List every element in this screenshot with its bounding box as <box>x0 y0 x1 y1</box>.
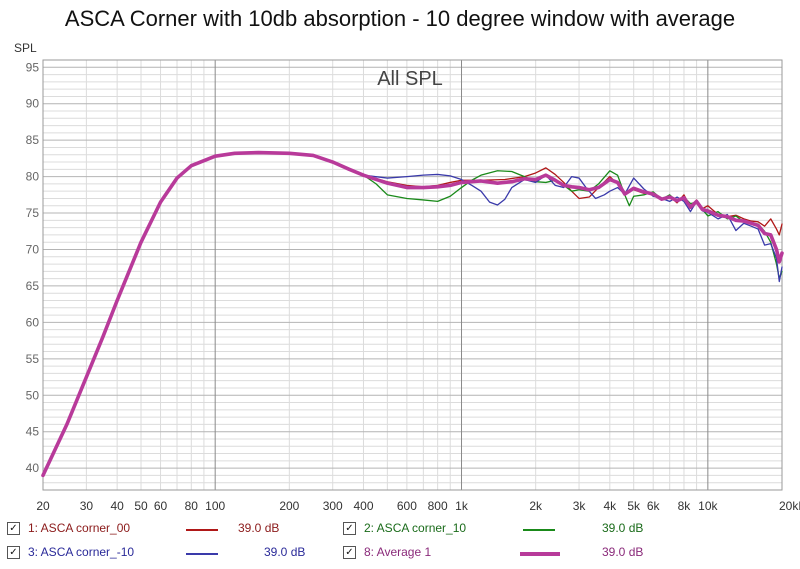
y-tick-labels: 40 45 50 55 60 65 70 75 80 85 90 95 <box>26 60 40 475</box>
x-tick-label: 300 <box>323 499 343 513</box>
x-tick-label: 20kHz <box>779 499 800 513</box>
legend-row: ✓ 3: ASCA corner_-10 39.0 dB ✓ 8: Averag… <box>0 545 800 563</box>
legend-checkbox[interactable]: ✓ <box>343 522 356 535</box>
series-layer <box>41 150 784 478</box>
legend-value: 39.0 dB <box>602 545 644 559</box>
x-tick-label: 6k <box>647 499 661 513</box>
x-tick-label: 8k <box>678 499 692 513</box>
x-tick-label: 50 <box>134 499 148 513</box>
x-tick-label: 30 <box>80 499 94 513</box>
y-tick-label: 55 <box>26 352 40 366</box>
legend-value: 39.0 dB <box>602 521 644 535</box>
legend-swatch <box>523 529 555 531</box>
legend-row: ✓ 1: ASCA corner_00 39.0 dB ✓ 2: ASCA co… <box>0 521 800 539</box>
legend-checkbox[interactable]: ✓ <box>343 546 356 559</box>
legend-checkbox[interactable]: ✓ <box>7 546 20 559</box>
legend-swatch <box>520 552 560 556</box>
x-tick-labels: 20 30 40 50 60 80 100 200 300 400 600 800 1k 2k 3k 4k 5k… <box>36 499 800 513</box>
plot-border <box>42 59 783 491</box>
x-tick-label: 800 <box>428 499 448 513</box>
x-tick-label: 20 <box>36 499 50 513</box>
y-tick-label: 85 <box>26 133 40 147</box>
y-tick-label: 80 <box>26 170 40 184</box>
x-tick-label: 80 <box>185 499 199 513</box>
x-tick-label: 2k <box>529 499 543 513</box>
grid-minor-lines <box>43 59 782 491</box>
legend-swatch <box>186 553 218 555</box>
y-tick-label: 75 <box>26 206 40 220</box>
grid-major-lines <box>43 60 782 490</box>
x-tick-label: 3k <box>573 499 587 513</box>
y-tick-label: 65 <box>26 279 40 293</box>
x-tick-label: 5k <box>627 499 641 513</box>
plot-inner-title: All SPL <box>377 68 443 90</box>
y-tick-label: 95 <box>26 60 40 74</box>
y-tick-label: 50 <box>26 388 40 402</box>
x-tick-label: 600 <box>397 499 417 513</box>
legend-label: 3: ASCA corner_-10 <box>28 545 135 559</box>
legend-value: 39.0 dB <box>264 545 306 559</box>
x-tick-label: 400 <box>353 499 373 513</box>
x-tick-label: 1k <box>455 499 469 513</box>
x-tick-label: 10k <box>698 499 718 513</box>
legend-swatch <box>186 529 218 531</box>
x-tick-label: 100 <box>205 499 225 513</box>
legend-label: 8: Average 1 <box>364 545 432 559</box>
y-tick-label: 70 <box>26 242 40 256</box>
y-tick-label: 45 <box>26 425 40 439</box>
y-tick-label: 60 <box>26 315 40 329</box>
x-tick-label: 200 <box>279 499 299 513</box>
series-line <box>42 151 783 477</box>
x-tick-label: 4k <box>603 499 617 513</box>
legend-label: 2: ASCA corner_10 <box>364 521 467 535</box>
legend-label: 1: ASCA corner_00 <box>28 521 131 535</box>
chart-title: ASCA Corner with 10db absorption - 10 de… <box>64 6 736 31</box>
y-tick-label: 90 <box>26 97 40 111</box>
x-tick-label: 60 <box>154 499 168 513</box>
y-axis-label: SPL <box>14 41 37 55</box>
x-tick-label: 40 <box>110 499 124 513</box>
y-tick-label: 40 <box>26 461 40 475</box>
chart-plot: All SPL SPL 40 45 50 55 60 65 70 75 80 85 90 95 20 3… <box>14 41 800 513</box>
legend-checkbox[interactable]: ✓ <box>7 522 20 535</box>
legend-value: 39.0 dB <box>238 521 280 535</box>
series-line <box>41 150 784 478</box>
